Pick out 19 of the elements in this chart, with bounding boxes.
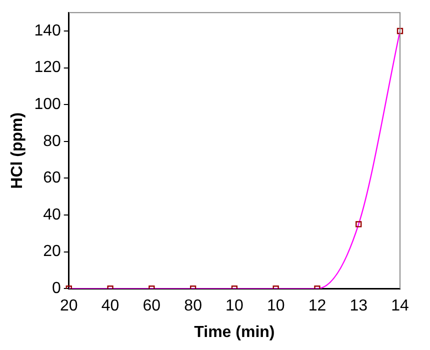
- y-tick-label: 140: [34, 22, 61, 40]
- x-tick-label: 10: [226, 298, 244, 315]
- y-axis-title: HCl (ppm): [9, 112, 26, 189]
- y-tick-label: 80: [43, 132, 61, 150]
- x-tick-label: 14: [391, 298, 409, 315]
- x-tick-label: 40: [101, 298, 120, 315]
- y-tick-label: 100: [34, 96, 61, 114]
- y-tick-label: 60: [43, 170, 61, 187]
- x-tick-label: 60: [142, 298, 161, 315]
- y-tick-label: 40: [43, 206, 61, 224]
- x-tick-label: 80: [184, 298, 202, 315]
- y-tick-label: 0: [52, 280, 61, 298]
- x-tick-label: 12: [308, 298, 326, 315]
- x-tick-label: 10: [266, 298, 285, 315]
- y-tick-label: 20: [43, 243, 61, 260]
- y-tick-label: 120: [34, 59, 61, 76]
- x-tick-label: 13: [350, 298, 368, 315]
- x-axis-title: Time (min): [194, 324, 275, 341]
- x-tick-label: 20: [60, 298, 78, 315]
